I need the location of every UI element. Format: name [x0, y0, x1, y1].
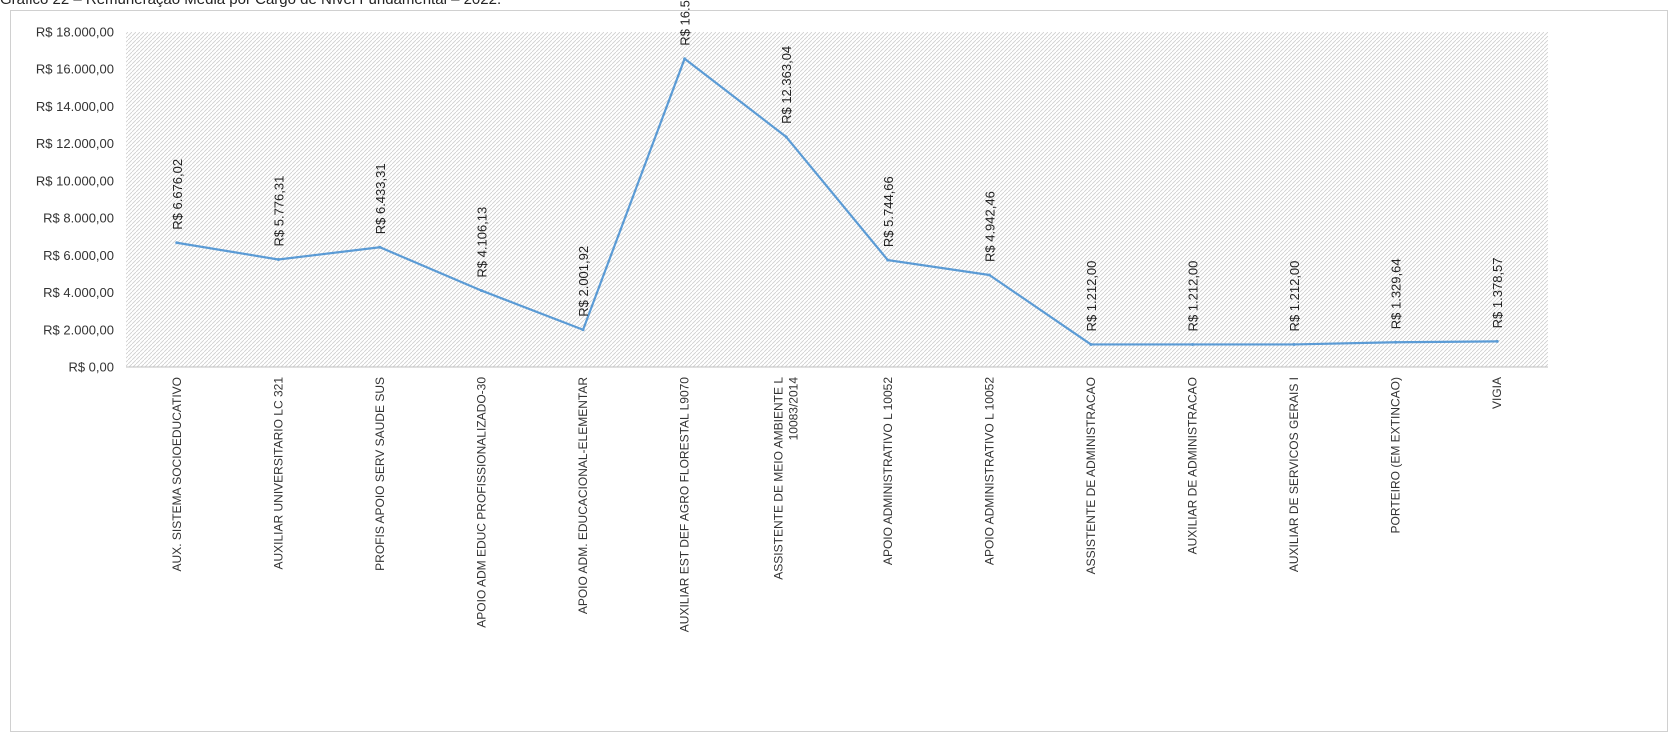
x-tick-label: APOIO ADMINISTRATIVO L 10052 — [881, 377, 895, 565]
y-tick-label: R$ 4.000,00 — [43, 285, 114, 300]
data-label: R$ 6.676,02 — [170, 159, 185, 230]
data-point — [1394, 340, 1398, 344]
data-label: R$ 1.212,00 — [1186, 261, 1201, 332]
data-point — [683, 57, 687, 61]
data-point — [886, 258, 890, 262]
x-tick-label: VIGIA — [1490, 377, 1504, 409]
data-point — [987, 273, 991, 277]
series-line — [176, 57, 1498, 346]
data-label: R$ 2.001,92 — [576, 246, 591, 317]
x-tick-label-line: AUX. SISTEMA SOCIOEDUCATIVO — [170, 377, 184, 571]
data-label: R$ 6.433,31 — [373, 163, 388, 234]
data-point — [378, 245, 382, 249]
y-tick-label: R$ 8.000,00 — [43, 211, 114, 226]
x-tick-label: AUXILIAR UNIVERSITARIO LC 321 — [271, 377, 285, 570]
data-label-layer: R$ 6.676,02 R$ 5.776,31 R$ 6.433,31 R$ 4.10… — [170, 0, 1505, 331]
data-label: R$ 1.329,64 — [1389, 258, 1404, 329]
x-tick-label-line: AUXILIAR DE ADMINISTRACAO — [1186, 377, 1200, 554]
x-tick-label: ASSISTENTE DE ADMINISTRACAO — [1084, 377, 1098, 574]
data-point — [1495, 339, 1499, 343]
x-tick-label: AUXILIAR EST DEF AGRO FLORESTAL L9070 — [678, 377, 692, 633]
data-label: R$ 1.378,57 — [1490, 257, 1505, 328]
data-label: R$ 1.212,00 — [1287, 261, 1302, 332]
x-tick-label-line: PORTEIRO (EM EXTINCAO) — [1389, 377, 1403, 533]
data-label: R$ 4.942,46 — [982, 191, 997, 262]
x-tick-label: AUXILIAR DE ADMINISTRACAO — [1186, 377, 1200, 554]
data-point — [175, 241, 179, 245]
x-tick-label-line: AUXILIAR UNIVERSITARIO LC 321 — [271, 377, 285, 570]
y-tick-label: R$ 2.000,00 — [43, 322, 114, 337]
data-label: R$ 16.565,67 — [678, 0, 693, 46]
x-tick-label-line: VIGIA — [1490, 377, 1504, 409]
data-label: R$ 1.212,00 — [1084, 261, 1099, 332]
x-tick-label-line: 10083/2014 — [787, 377, 801, 441]
y-tick-label: R$ 0,00 — [68, 360, 114, 375]
y-tick-label: R$ 10.000,00 — [36, 173, 114, 188]
data-point — [480, 289, 483, 293]
x-tick-label-line: ASSISTENTE DE ADMINISTRACAO — [1084, 377, 1098, 574]
x-tick-label: ASSISTENTE DE MEIO AMBIENTE L 10083/2014 — [772, 377, 801, 580]
x-tick-label: PORTEIRO (EM EXTINCAO) — [1389, 377, 1403, 533]
data-point — [276, 257, 280, 261]
x-tick-label-line: APOIO ADMINISTRATIVO L 10052 — [881, 377, 895, 565]
x-tick-label: AUXILIAR DE SERVICOS GERAIS I — [1287, 377, 1301, 572]
data-label: R$ 5.776,31 — [271, 176, 286, 247]
data-point — [1089, 342, 1093, 346]
x-tick-label-line: APOIO ADMINISTRATIVO L 10052 — [982, 377, 996, 565]
chart-caption: Gráfico 22 – Remuneração Média por Cargo… — [0, 0, 501, 8]
x-tick-label-line: ASSISTENTE DE MEIO AMBIENTE L — [772, 377, 786, 580]
data-point — [1292, 342, 1296, 346]
x-tick-label-line: APOIO ADM. EDUCACIONAL-ELEMENTAR — [576, 377, 590, 614]
y-tick-label: R$ 14.000,00 — [36, 99, 114, 114]
data-point — [1191, 342, 1194, 346]
x-tick-label-line: AUXILIAR DE SERVICOS GERAIS I — [1287, 377, 1301, 572]
series-layer — [175, 57, 1499, 346]
y-tick-label: R$ 16.000,00 — [36, 62, 114, 77]
data-label: R$ 12.363,04 — [779, 46, 794, 124]
y-axis: R$ 0,00 R$ 2.000,00 R$ 4.000,00 R$ 6.000,00… — [36, 25, 1548, 375]
y-tick-label: R$ 6.000,00 — [43, 248, 114, 263]
x-tick-label: APOIO ADM EDUC PROFISSIONALIZADO-30 — [475, 377, 489, 628]
x-tick-label-line: PROFIS APOIO SERV SAUDE SUS — [373, 377, 387, 571]
x-tick-label: APOIO ADM. EDUCACIONAL-ELEMENTAR — [576, 377, 590, 614]
y-tick-label: R$ 12.000,00 — [36, 136, 114, 151]
x-tick-label: PROFIS APOIO SERV SAUDE SUS — [373, 377, 387, 571]
y-tick-label: R$ 18.000,00 — [36, 25, 114, 40]
x-tick-label-line: AUXILIAR EST DEF AGRO FLORESTAL L9070 — [678, 377, 692, 633]
x-axis: AUX. SISTEMA SOCIOEDUCATIVO AUXILIAR UNIV… — [170, 377, 1504, 633]
data-label: R$ 4.106,13 — [475, 207, 490, 278]
data-label: R$ 5.744,66 — [881, 176, 896, 247]
x-tick-label: APOIO ADMINISTRATIVO L 10052 — [982, 377, 996, 565]
x-tick-label-line: APOIO ADM EDUC PROFISSIONALIZADO-30 — [475, 377, 489, 628]
data-point — [784, 135, 788, 139]
x-tick-label: AUX. SISTEMA SOCIOEDUCATIVO — [170, 377, 184, 571]
data-point — [581, 328, 585, 332]
